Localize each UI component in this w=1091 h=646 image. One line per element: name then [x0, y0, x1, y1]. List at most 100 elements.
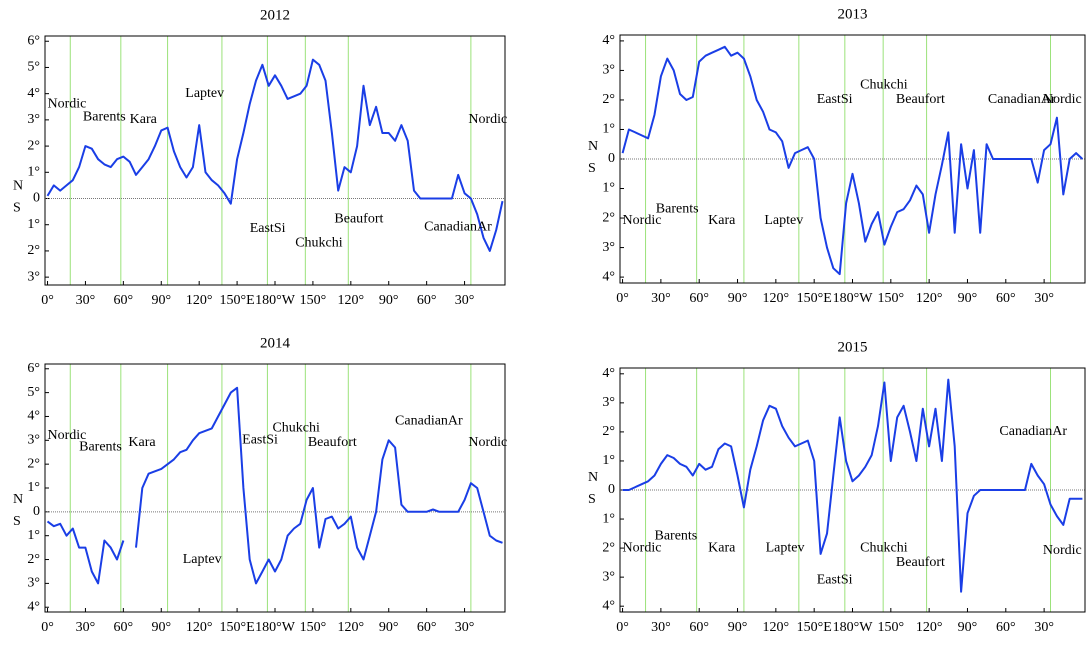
- region-label: EastSi: [817, 572, 853, 587]
- y-tick-label: 6°: [27, 361, 40, 376]
- y-tick-label: 4°: [602, 269, 615, 284]
- region-label: Kara: [130, 112, 158, 127]
- y-tick-label: 2°: [602, 210, 615, 225]
- y-tick-label: 5°: [27, 60, 40, 75]
- region-label: Laptev: [764, 213, 803, 228]
- x-tick-label: 0°: [616, 291, 629, 306]
- y-tick-label: 5°: [27, 385, 40, 400]
- x-tick-label: 60°: [996, 620, 1016, 635]
- south-label: S: [13, 514, 21, 529]
- region-label: EastSi: [242, 433, 278, 448]
- y-tick-label: 3°: [27, 269, 40, 284]
- region-label: Barents: [79, 440, 122, 455]
- x-tick-label: 90°: [958, 620, 978, 635]
- north-label: N: [588, 139, 598, 154]
- y-tick-label: 4°: [27, 409, 40, 424]
- x-tick-label: 120°: [338, 620, 365, 635]
- x-tick-label: 90°: [379, 293, 399, 308]
- x-tick-label: 60°: [689, 620, 709, 635]
- x-tick-label: 120°: [186, 293, 213, 308]
- data-line: [621, 45, 1084, 276]
- y-tick-label: 3°: [27, 576, 40, 591]
- y-tick-label: 3°: [602, 395, 615, 410]
- y-tick-label: 0: [608, 151, 615, 166]
- region-label: Nordic: [1043, 543, 1082, 558]
- region-label: Barents: [654, 529, 697, 544]
- region-label: Barents: [656, 201, 699, 216]
- plot-frame: [619, 367, 1086, 613]
- region-label: Beaufort: [896, 555, 945, 570]
- region-label: Chukchi: [295, 235, 343, 250]
- x-tick-label: 30°: [1034, 291, 1054, 306]
- x-tick-label: 150°E: [220, 293, 255, 308]
- x-tick-label: 180°W: [255, 620, 296, 635]
- region-label: Nordic: [48, 96, 87, 111]
- y-tick-label: 1°: [27, 165, 40, 180]
- south-label: S: [588, 161, 596, 176]
- region-label: Laptev: [185, 86, 224, 101]
- x-tick-label: 30°: [76, 620, 96, 635]
- region-label: CanadianAr: [424, 220, 492, 235]
- chart-title: 2012: [260, 7, 290, 23]
- y-tick-label: 1°: [602, 122, 615, 137]
- x-tick-label: 150°E: [797, 620, 832, 635]
- x-tick-label: 60°: [689, 291, 709, 306]
- x-tick-label: 150°: [878, 620, 905, 635]
- region-label: Laptev: [766, 540, 805, 555]
- y-tick-label: 3°: [602, 63, 615, 78]
- south-label: S: [13, 201, 21, 216]
- region-label: CanadianAr: [999, 424, 1067, 439]
- plot-frame: [44, 363, 506, 613]
- y-tick-label: 2°: [27, 243, 40, 258]
- x-tick-label: 30°: [1034, 620, 1054, 635]
- x-tick-label: 0°: [616, 620, 629, 635]
- data-line: [622, 378, 1083, 593]
- y-tick-label: 1°: [602, 453, 615, 468]
- y-tick-label: 4°: [602, 33, 615, 48]
- y-tick-label: 3°: [27, 433, 40, 448]
- x-tick-label: 180°W: [833, 291, 874, 306]
- data-line: [46, 58, 504, 252]
- x-tick-label: 0°: [41, 620, 54, 635]
- y-tick-label: 6°: [27, 33, 40, 48]
- x-tick-label: 120°: [186, 620, 213, 635]
- region-label: EastSi: [250, 221, 286, 236]
- y-tick-label: 0: [608, 482, 615, 497]
- y-tick-label: 4°: [602, 366, 615, 381]
- x-tick-label: 180°W: [833, 620, 874, 635]
- north-label: N: [588, 470, 598, 485]
- y-tick-label: 2°: [27, 138, 40, 153]
- x-tick-label: 150°: [878, 291, 905, 306]
- x-tick-label: 30°: [76, 293, 96, 308]
- region-label: Kara: [708, 213, 736, 228]
- data-line: [46, 386, 503, 585]
- x-tick-label: 120°: [763, 291, 790, 306]
- region-label: Beaufort: [308, 435, 357, 450]
- x-tick-label: 30°: [651, 291, 671, 306]
- y-tick-label: 1°: [602, 181, 615, 196]
- region-label: Beaufort: [896, 92, 945, 107]
- x-tick-label: 90°: [151, 620, 171, 635]
- region-label: Chukchi: [272, 421, 320, 436]
- x-tick-label: 60°: [114, 293, 134, 308]
- region-label: Laptev: [183, 552, 222, 567]
- plot-frame: [44, 35, 506, 286]
- region-label: Beaufort: [334, 212, 383, 227]
- x-tick-label: 30°: [651, 620, 671, 635]
- region-label: Barents: [83, 109, 126, 124]
- x-tick-label: 180°W: [255, 293, 296, 308]
- region-label: Chukchi: [860, 540, 908, 555]
- y-tick-label: 1°: [27, 217, 40, 232]
- x-tick-label: 150°: [300, 620, 327, 635]
- y-tick-label: 2°: [602, 92, 615, 107]
- x-tick-label: 60°: [114, 620, 134, 635]
- x-tick-label: 30°: [455, 293, 475, 308]
- region-label: Kara: [708, 540, 736, 555]
- y-tick-label: 3°: [27, 112, 40, 127]
- x-tick-label: 120°: [338, 293, 365, 308]
- chart-title: 2013: [838, 6, 868, 22]
- y-tick-label: 3°: [602, 569, 615, 584]
- region-label: Nordic: [468, 435, 507, 450]
